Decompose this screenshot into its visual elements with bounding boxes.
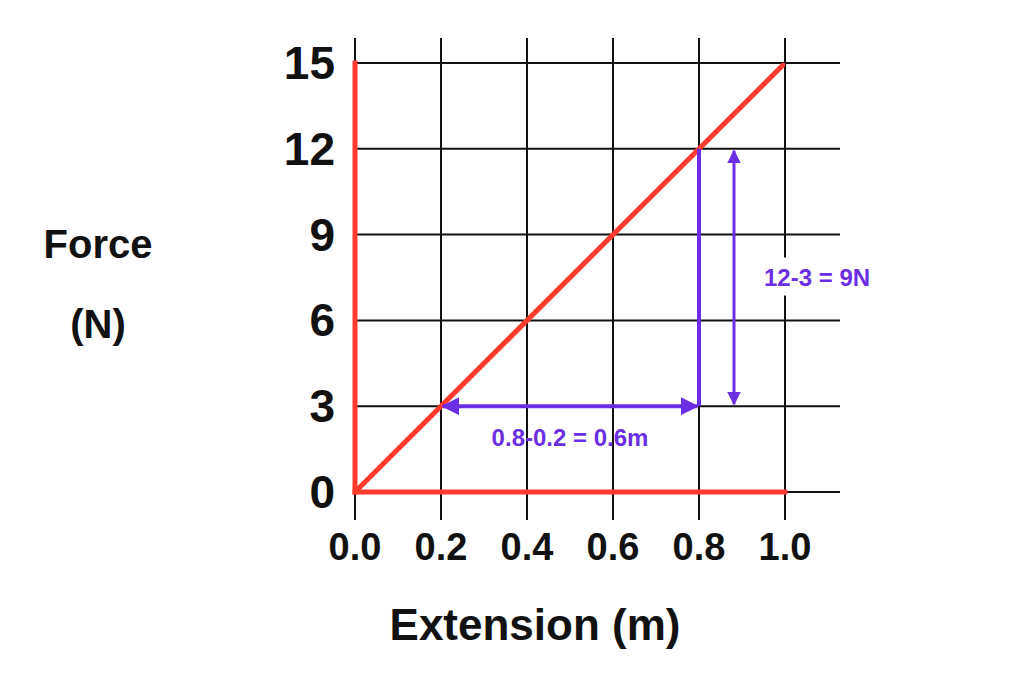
- grid-line-y: [355, 234, 840, 236]
- grid-line-y: [355, 62, 840, 64]
- grid-line-y: [355, 148, 840, 150]
- annotations: 0.8-0.2 = 0.6m 12-3 = 9N: [443, 149, 876, 451]
- grid-line-y: [355, 319, 840, 321]
- y-axis-title: Force (N): [44, 222, 153, 346]
- y-tick-label: 9: [309, 209, 335, 261]
- y-tick-label: 12: [284, 123, 335, 175]
- x-tick-label: 0.8: [673, 526, 726, 568]
- y-axis-title-line: Force: [44, 222, 153, 266]
- annotation-text: 12-3 = 9N: [764, 264, 870, 291]
- chart: 0.0 0.2 0.4 0.6 0.8 1.0 0 3 6 9 12 15 Extension (m) F…: [0, 0, 1024, 676]
- series-group: [355, 63, 785, 492]
- y-axis-line: [353, 63, 358, 492]
- x-tick-label: 0.6: [587, 526, 640, 568]
- grid-line-y: [355, 405, 840, 407]
- grid-line-x: [698, 38, 700, 520]
- annotation-line: [697, 149, 701, 406]
- y-tick-label: 6: [309, 294, 335, 346]
- grid-line-y: [355, 491, 840, 493]
- y-axis-title-line: (N): [70, 302, 126, 346]
- y-tick-label: 3: [309, 380, 335, 432]
- grid-line-x: [354, 38, 356, 520]
- x-axis-title: Extension (m): [390, 600, 681, 649]
- grid-line-x: [440, 38, 442, 520]
- x-axis-line: [355, 490, 785, 495]
- x-tick-label: 1.0: [759, 526, 812, 568]
- y-tick-label: 0: [309, 466, 335, 518]
- y-tick-label: 15: [284, 37, 335, 89]
- annotation-text: 0.8-0.2 = 0.6m: [492, 424, 649, 451]
- annotation-bg: [758, 258, 876, 296]
- annotation-arrow: [443, 404, 697, 408]
- data-line: [355, 63, 785, 492]
- x-tick-label: 0.4: [501, 526, 554, 568]
- annotation-arrow: [733, 151, 736, 404]
- x-tick-label: 0.2: [415, 526, 468, 568]
- x-tick-label: 0.0: [329, 526, 382, 568]
